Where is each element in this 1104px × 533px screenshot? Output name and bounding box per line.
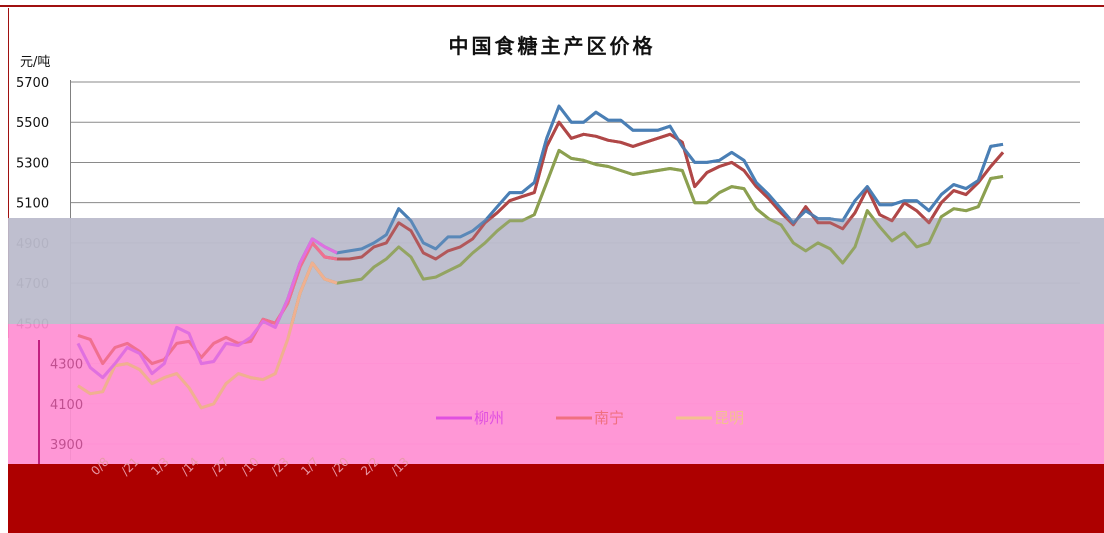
legend-label-0: 柳州 — [474, 409, 504, 427]
band-series-lower — [76, 237, 338, 410]
series-faded-2 — [77, 261, 338, 410]
y-tick-label-5500: 5500 — [16, 116, 49, 131]
y-tick-label-4100: 4100 — [50, 398, 83, 413]
y-tick-label-5700: 5700 — [16, 76, 49, 91]
legend-label-2: 昆明 — [714, 409, 744, 427]
y-tick-label-4300: 4300 — [50, 358, 83, 373]
chart-legend: 柳州 南宁 昆明 — [436, 409, 744, 427]
pink-band-rule — [38, 340, 40, 472]
overlay-band-dark-red — [8, 464, 1104, 533]
chart-title: 中国食糖主产区价格 — [448, 34, 656, 58]
y-tick-label-5100: 5100 — [16, 197, 49, 212]
series-faded-0 — [76, 237, 338, 380]
header-rule — [0, 5, 1104, 7]
y-axis-tick-labels-low: 3900 4100 4300 — [50, 358, 83, 453]
y-tick-label-3900: 3900 — [50, 438, 83, 453]
overlay-band-pink — [8, 324, 1104, 472]
y-tick-label-5300: 5300 — [16, 156, 49, 171]
left-border-rule — [8, 8, 9, 338]
y-axis-unit-label: 元/吨 — [20, 55, 50, 70]
legend-label-1: 南宁 — [594, 409, 624, 427]
overlay-band-grey — [8, 218, 1104, 324]
